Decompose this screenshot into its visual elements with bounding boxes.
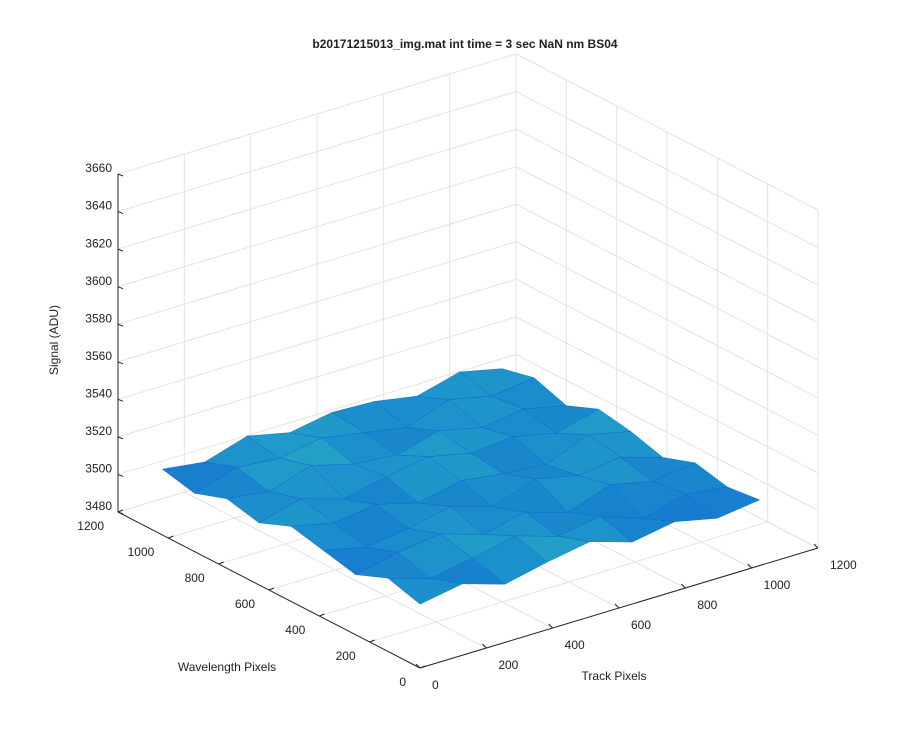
z-tick-label: 3560 xyxy=(85,349,112,363)
z-tick xyxy=(117,323,124,327)
z-tick xyxy=(117,511,124,515)
x-tick xyxy=(481,643,487,649)
z-tick-label: 3500 xyxy=(85,462,112,476)
y-tick xyxy=(218,561,224,565)
z-tick xyxy=(117,361,124,365)
z-tick-label: 3480 xyxy=(85,499,112,513)
y-tick-label: 600 xyxy=(235,597,255,611)
grid-line xyxy=(515,91,819,248)
grid-line xyxy=(117,53,517,175)
z-tick xyxy=(117,173,124,177)
z-tick-label: 3620 xyxy=(85,236,112,250)
y-tick xyxy=(419,665,426,669)
grid-line xyxy=(515,166,819,324)
y-tick-label: 0 xyxy=(399,675,406,689)
x-axis-label: Track Pixels xyxy=(582,669,647,683)
z-tick-label: 3580 xyxy=(85,311,112,325)
y-tick xyxy=(369,639,375,643)
x-tick xyxy=(614,603,620,609)
y-tick-label: 1200 xyxy=(77,519,104,533)
grid-line xyxy=(117,241,517,363)
grid-line xyxy=(515,354,819,511)
grid-line xyxy=(117,128,517,250)
y-tick xyxy=(117,509,124,513)
x-tick-label: 1200 xyxy=(830,558,857,572)
z-tick xyxy=(117,286,124,290)
surface-patch xyxy=(387,577,464,605)
grid-line xyxy=(515,128,819,286)
grid-line xyxy=(117,278,517,400)
y-tick-label: 200 xyxy=(336,649,356,663)
grid-line xyxy=(117,353,517,475)
grid-line xyxy=(117,203,517,325)
grid-line xyxy=(515,203,819,361)
x-tick xyxy=(680,583,686,589)
x-tick xyxy=(415,663,421,669)
z-tick xyxy=(117,473,124,477)
x-tick xyxy=(813,543,819,549)
y-tick-label: 400 xyxy=(285,623,305,637)
grid-line xyxy=(369,521,768,643)
z-tick xyxy=(117,248,124,252)
grid-line xyxy=(515,53,819,211)
z-tick-label: 3520 xyxy=(85,424,112,438)
grid-line xyxy=(515,278,819,436)
y-tick xyxy=(319,613,325,617)
z-tick xyxy=(117,398,124,402)
grid-line xyxy=(515,316,819,474)
x-tick-label: 1000 xyxy=(764,578,791,592)
axes: 0 200 400 600 800 1000 1200 0 200 400 600 800 1000 12… xyxy=(77,161,857,692)
chart-title: b20171215013_img.mat int time = 3 sec Na… xyxy=(312,37,617,51)
z-tick-label: 3640 xyxy=(85,199,112,213)
z-axis-label: Signal (ADU) xyxy=(47,305,61,375)
y-axis-label: Wavelength Pixels xyxy=(178,660,276,674)
y-tick xyxy=(268,587,275,591)
z-tick-label: 3600 xyxy=(85,274,112,288)
x-tick-label: 600 xyxy=(631,618,651,632)
x-tick-label: 200 xyxy=(498,658,518,672)
grid-line xyxy=(515,241,819,399)
y-tick-label: 1000 xyxy=(128,545,155,559)
surface xyxy=(161,368,761,605)
x-tick xyxy=(747,563,753,569)
grid-line xyxy=(117,316,517,438)
x-tick-label: 800 xyxy=(697,598,717,612)
grid-line xyxy=(117,91,517,213)
z-tick-label: 3540 xyxy=(85,387,112,401)
grid-line xyxy=(117,166,517,288)
y-tick-label: 800 xyxy=(185,571,205,585)
x-tick xyxy=(548,623,554,629)
y-tick xyxy=(168,535,174,539)
x-tick-label: 400 xyxy=(565,638,585,652)
z-tick xyxy=(117,436,124,440)
z-tick xyxy=(117,211,124,215)
z-tick-label: 3660 xyxy=(85,161,112,175)
x-tick-label: 0 xyxy=(432,678,439,692)
